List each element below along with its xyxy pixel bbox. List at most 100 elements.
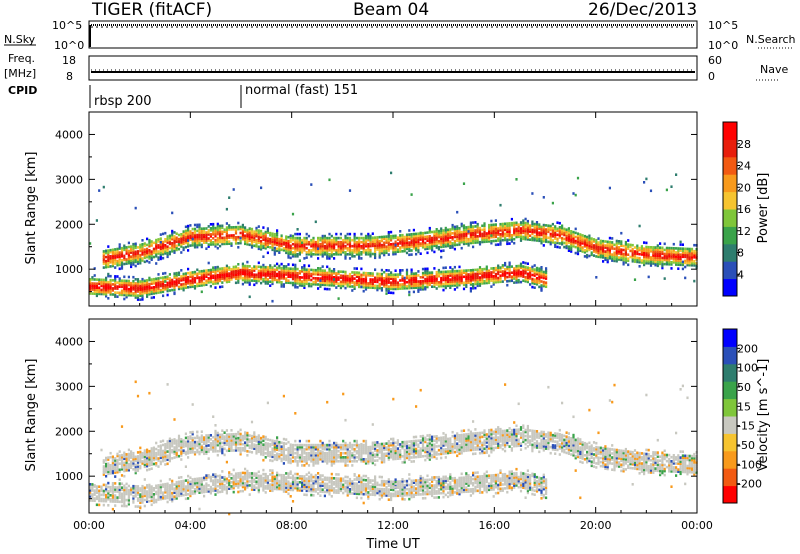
echo-cell: [301, 268, 304, 271]
echo-cell: [212, 489, 215, 493]
echo-cell: [640, 249, 643, 252]
echo-cell: [132, 242, 135, 246]
echo-cell: [588, 248, 591, 252]
echo-cell: [91, 493, 94, 496]
echo-cell: [488, 240, 491, 243]
echo-cell: [203, 450, 206, 454]
echo-cell: [330, 271, 333, 275]
echo-cell: [371, 282, 374, 285]
echo-cell: [168, 277, 171, 280]
echo-cell: [531, 267, 534, 271]
echo-cell: [150, 288, 153, 291]
echo-cell: [187, 249, 190, 252]
echo-cell: [209, 233, 212, 236]
colorbar-swatch: [723, 174, 737, 193]
echo-cell: [187, 277, 190, 281]
echo-cell: [205, 235, 208, 238]
echo-cell: [298, 272, 301, 275]
echo-cell: [248, 243, 251, 247]
echo-cell: [433, 285, 436, 288]
echo-cell: [469, 273, 472, 276]
echo-cell: [362, 236, 365, 240]
echo-cell: [524, 267, 527, 271]
echo-cell: [444, 280, 447, 284]
echo-cell: [442, 239, 445, 242]
echo-cell: [134, 252, 137, 256]
echo-cell: [540, 266, 543, 269]
echo-cell: [146, 494, 149, 497]
echo-cell: [592, 246, 596, 249]
echo-cell: [684, 251, 687, 255]
echo-cell: [597, 255, 600, 259]
echo-cell: [175, 493, 178, 496]
echo-cell: [207, 440, 210, 443]
echo-cell: [168, 447, 171, 451]
echo-cell: [424, 279, 427, 283]
echo-cell: [472, 229, 475, 232]
echo-cell: [180, 448, 183, 451]
echo-cell: [125, 465, 128, 468]
echo-cell: [317, 257, 320, 260]
echo-cell: [447, 232, 450, 236]
echo-cell: [216, 435, 219, 439]
echo-cell: [105, 278, 108, 282]
echo-cell: [467, 227, 470, 231]
echo-cell: [588, 238, 591, 242]
echo-cell: [141, 257, 144, 260]
echo-cell: [205, 476, 208, 479]
echo-cell: [602, 250, 605, 253]
echo-cell: [125, 287, 128, 291]
echo-cell: [522, 225, 525, 229]
echo-cell: [123, 474, 126, 478]
echo-cell: [191, 281, 194, 284]
echo-cell: [132, 489, 135, 492]
echo-cell: [139, 286, 142, 289]
echo-cell: [187, 286, 190, 289]
echo-cell: [228, 226, 231, 229]
echo-cell: [123, 496, 126, 500]
echo-cell: [152, 456, 155, 460]
echo-cell: [257, 279, 260, 283]
echo-cell: [408, 276, 411, 280]
echo-cell: [551, 229, 554, 232]
echo-cell: [205, 448, 208, 451]
echo-cell: [105, 462, 108, 466]
echo-cell: [203, 440, 206, 443]
echo-cell: [385, 287, 388, 290]
echo-cell: [273, 268, 276, 272]
echo-cell: [175, 246, 178, 250]
echo-cell: [390, 171, 393, 175]
echo-cell: [125, 498, 128, 502]
echo-cell: [474, 225, 477, 228]
echo-cell: [490, 271, 493, 274]
echo-cell: [394, 243, 397, 247]
echo-cell: [462, 236, 466, 240]
echo-cell: [469, 239, 472, 243]
echo-cell: [526, 266, 529, 269]
echo-cell: [421, 288, 425, 291]
echo-cell: [219, 449, 222, 453]
echo-cell: [166, 486, 169, 490]
echo-cell: [451, 227, 454, 231]
echo-cell: [590, 239, 593, 242]
echo-cell: [449, 228, 452, 231]
echo-cell: [120, 494, 124, 498]
echo-cell: [360, 244, 363, 248]
echo-cell: [533, 228, 536, 232]
echo-cell: [291, 263, 295, 267]
echo-cell: [497, 243, 500, 246]
echo-cell: [184, 491, 187, 494]
echo-cell: [187, 439, 190, 443]
echo-cell: [387, 247, 390, 250]
echo-cell: [132, 499, 135, 502]
echo-cell: [164, 455, 167, 458]
echo-cell: [351, 279, 354, 282]
echo-cell: [271, 278, 274, 282]
echo-cell: [410, 243, 413, 246]
echo-cell: [193, 436, 197, 440]
echo-cell: [421, 231, 425, 235]
echo-cell: [383, 247, 386, 251]
echo-cell: [191, 283, 194, 286]
echo-cell: [442, 243, 445, 246]
echo-cell: [214, 485, 217, 488]
